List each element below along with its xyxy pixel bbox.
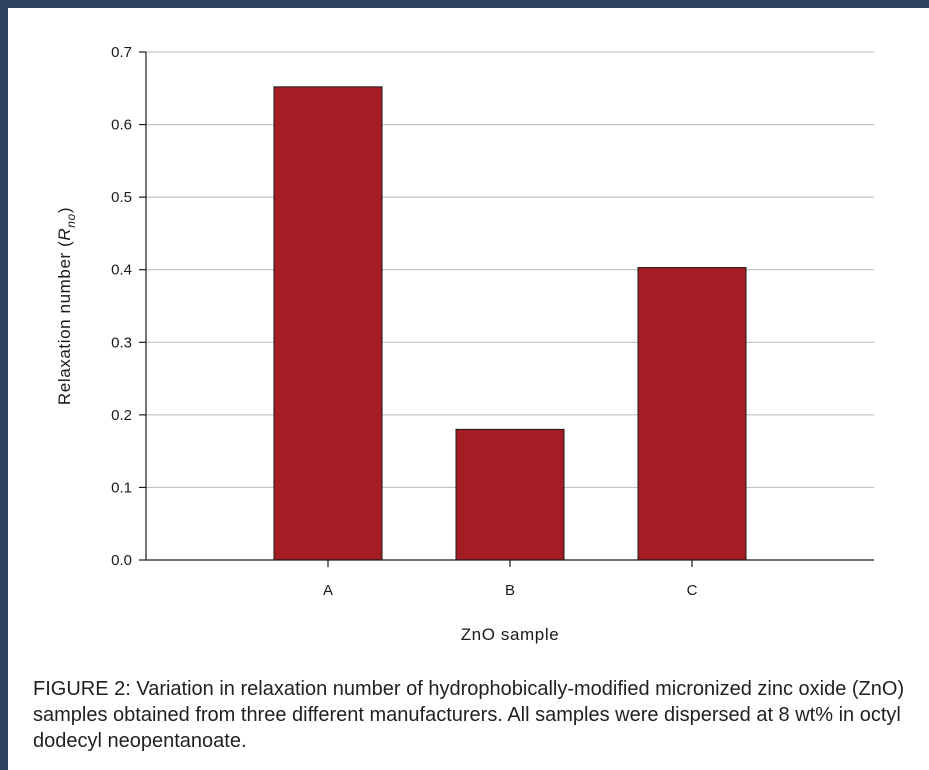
y-axis-title-close: ) — [55, 207, 74, 213]
y-tick-label: 0.0 — [111, 552, 132, 569]
y-axis-title-var: R — [55, 228, 74, 241]
y-tick-label: 0.7 — [111, 44, 132, 61]
x-tick-label: A — [323, 582, 333, 599]
x-ticks: A B C — [323, 560, 698, 599]
y-ticks: 0.0 0.1 0.2 0.3 0.4 0.5 0.6 0.7 — [111, 44, 146, 569]
bar-C — [637, 267, 747, 561]
x-tick-label: C — [687, 582, 698, 599]
y-tick-label: 0.2 — [111, 407, 132, 424]
x-tick-label: B — [505, 582, 515, 599]
bars — [273, 86, 747, 561]
y-axis-title-sub: no — [64, 213, 78, 228]
x-axis-title: ZnO sample — [461, 625, 560, 644]
y-tick-label: 0.6 — [111, 117, 132, 134]
bar-B — [455, 428, 565, 561]
y-tick-label: 0.1 — [111, 479, 132, 496]
y-tick-label: 0.3 — [111, 334, 132, 351]
y-tick-label: 0.4 — [111, 262, 132, 279]
bar-A — [273, 86, 383, 561]
y-axis-title: Relaxation number (Rno) — [55, 207, 78, 405]
figure-caption: FIGURE 2: Variation in relaxation number… — [33, 678, 905, 752]
y-tick-label: 0.5 — [111, 189, 132, 206]
y-axis-title-main: Relaxation number ( — [55, 241, 74, 405]
gridlines — [146, 51, 874, 488]
